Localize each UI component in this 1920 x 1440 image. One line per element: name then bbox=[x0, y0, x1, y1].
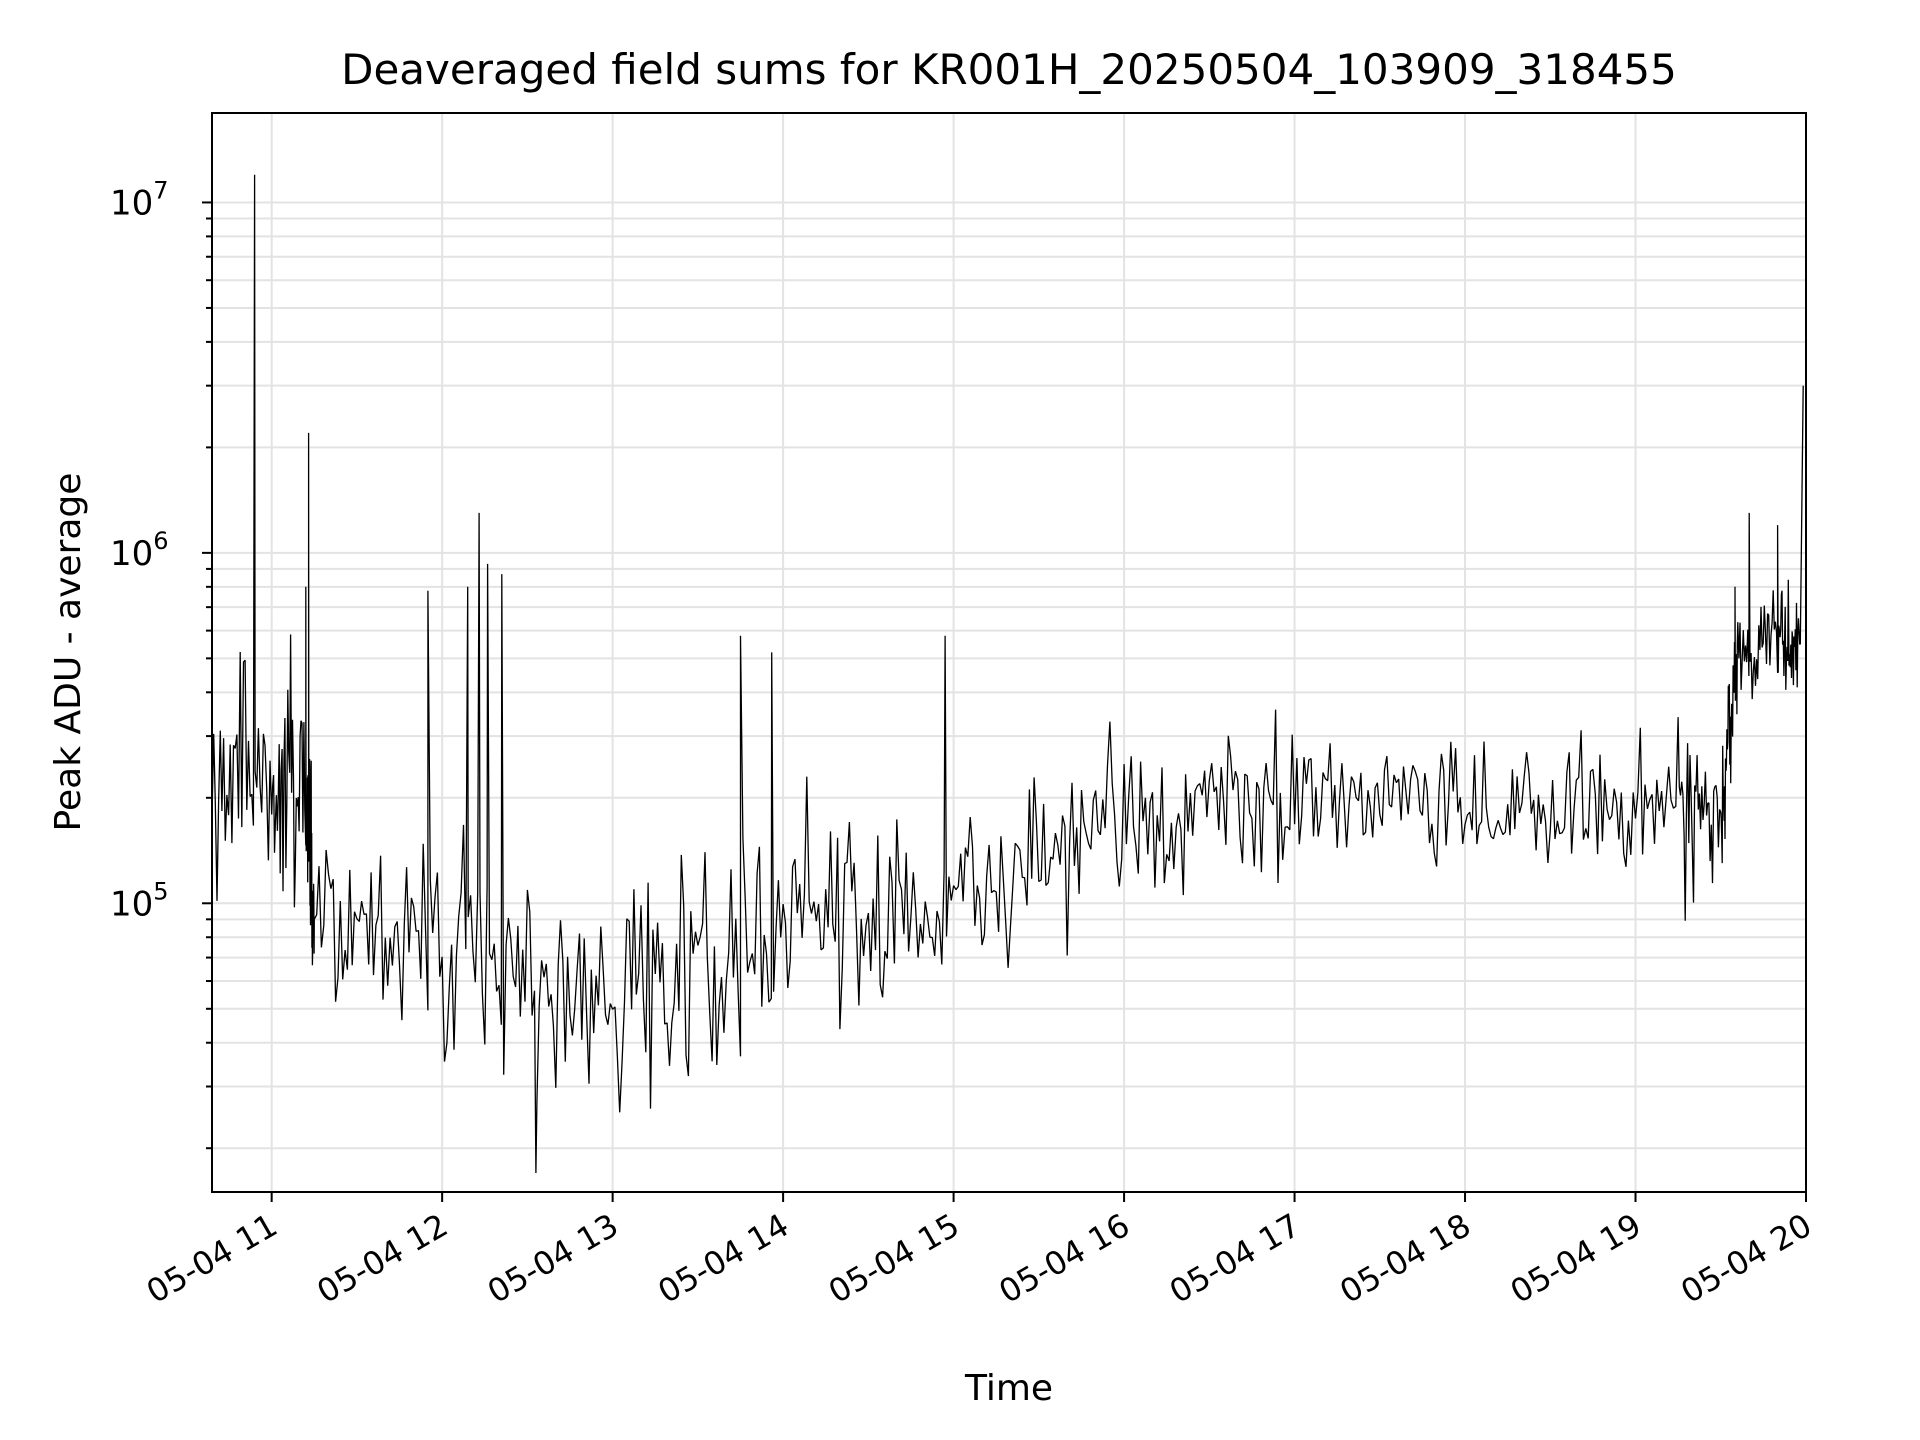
plot-frame bbox=[211, 112, 1807, 1193]
chart-title: Deaveraged field sums for KR001H_2025050… bbox=[341, 45, 1677, 94]
series-path bbox=[211, 174, 1804, 1174]
y-axis-label: Peak ADU - average bbox=[48, 473, 89, 832]
series-line bbox=[211, 174, 1804, 1174]
x-axis-label: Time bbox=[964, 1368, 1053, 1409]
